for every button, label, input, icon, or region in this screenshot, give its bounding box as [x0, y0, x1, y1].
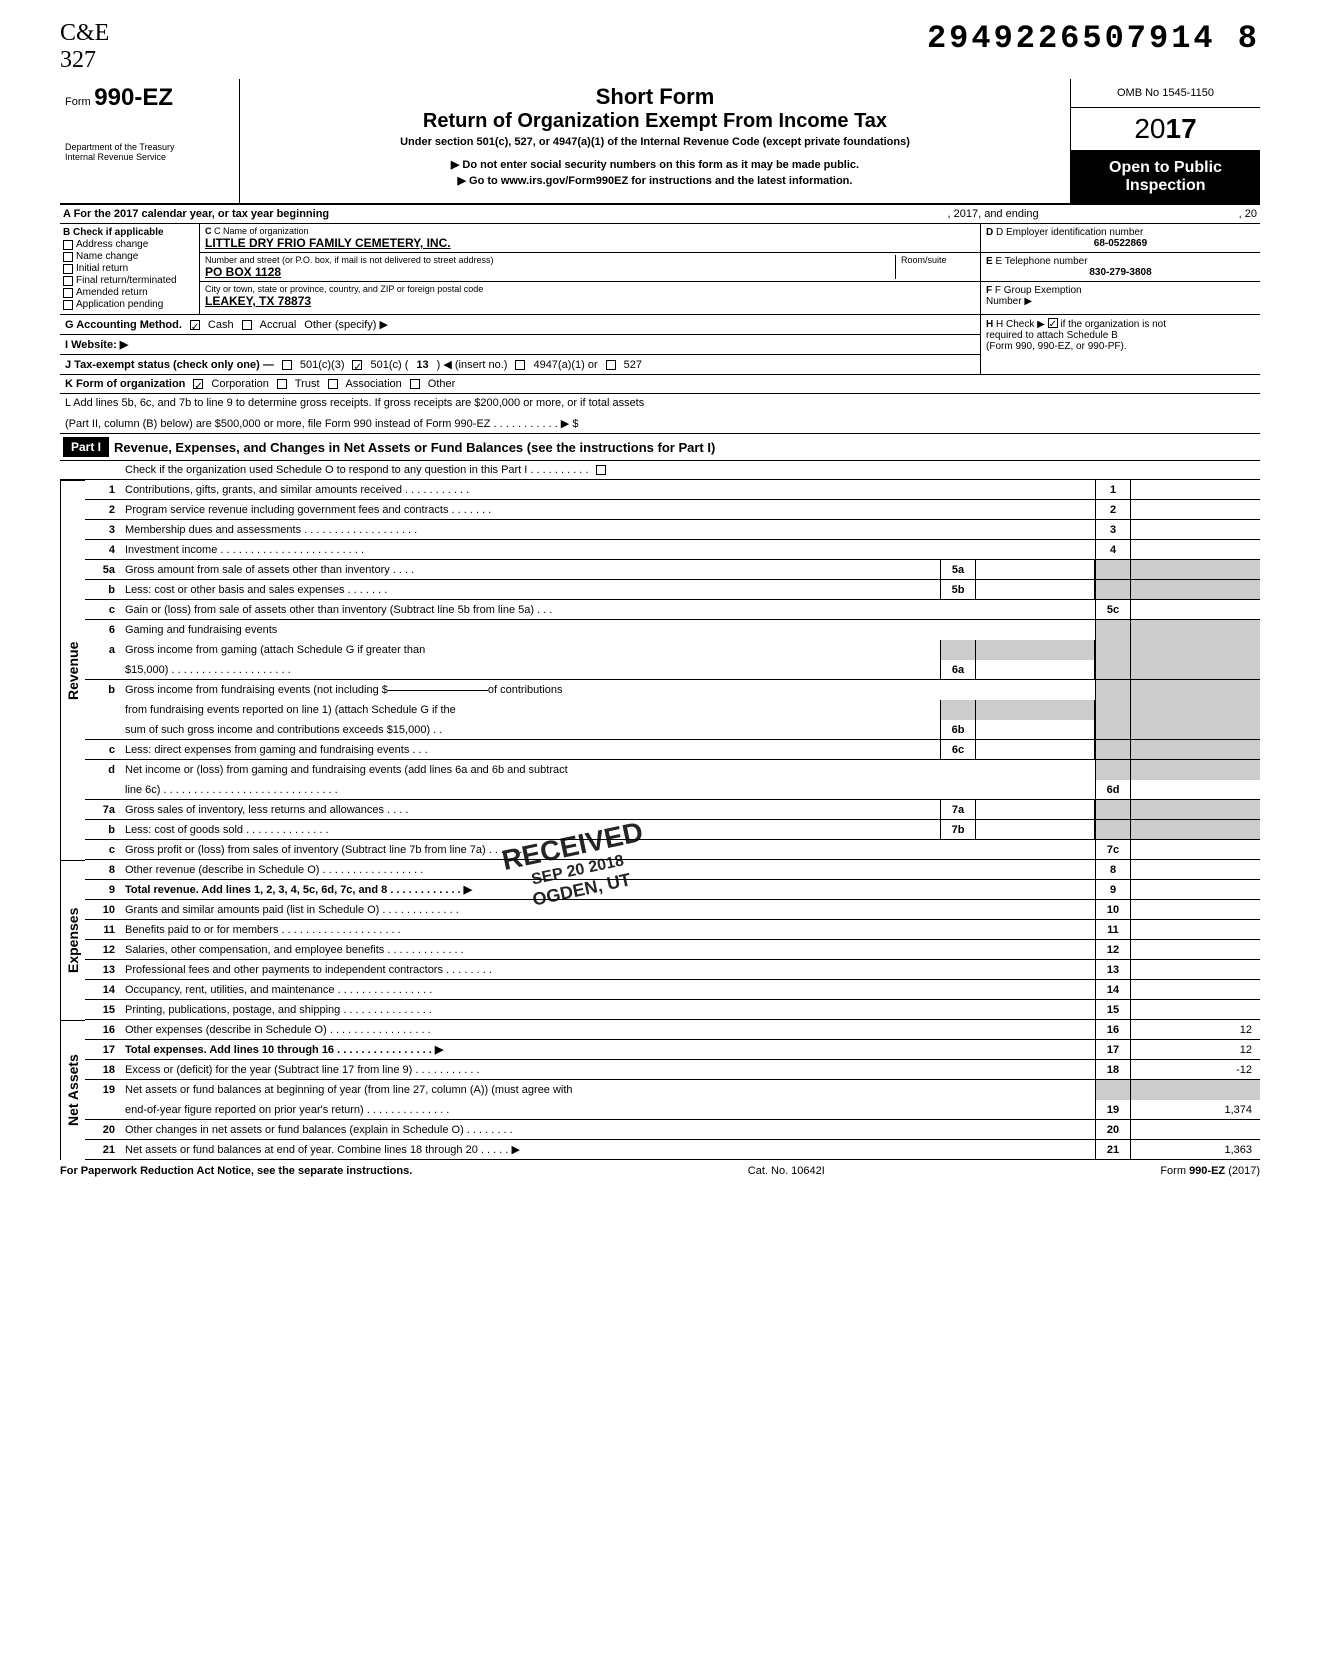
handwritten-note-1: C&E: [60, 20, 109, 47]
part-1-check: Check if the organization used Schedule …: [60, 461, 1260, 480]
form-title-box: Short Form Return of Organization Exempt…: [240, 79, 1070, 203]
checkbox-address-change[interactable]: [63, 240, 73, 250]
row-l-gross-receipts: L Add lines 5b, 6c, and 7b to line 9 to …: [60, 394, 1260, 434]
line-11: 11Benefits paid to or for members . . . …: [85, 920, 1260, 940]
checkbox-corporation[interactable]: [193, 379, 203, 389]
line-6b-2: from fundraising events reported on line…: [85, 700, 1260, 720]
line-3: 3Membership dues and assessments . . . .…: [85, 520, 1260, 540]
row-a-tax-year: A For the 2017 calendar year, or tax yea…: [60, 205, 1260, 224]
line-2: 2Program service revenue including gover…: [85, 500, 1260, 520]
line-6b-1: b Gross income from fundraising events (…: [85, 680, 1260, 700]
line-1: 1Contributions, gifts, grants, and simil…: [85, 480, 1260, 500]
checkbox-association[interactable]: [328, 379, 338, 389]
checkbox-accrual[interactable]: [242, 320, 252, 330]
line-6d-1: dNet income or (loss) from gaming and fu…: [85, 760, 1260, 780]
line-6b-3: sum of such gross income and contributio…: [85, 720, 1260, 740]
form-meta-box: OMB No 1545-1150 20201717 Open to Public…: [1070, 79, 1260, 203]
row-g-accounting: G Accounting Method. Cash Accrual Other …: [60, 315, 980, 335]
checkbox-501c[interactable]: [352, 360, 362, 370]
line-10: 10Grants and similar amounts paid (list …: [85, 900, 1260, 920]
checkbox-schedule-o[interactable]: [596, 465, 606, 475]
section-c-org-info: C C Name of organization LITTLE DRY FRIO…: [200, 224, 980, 314]
line-5b: bLess: cost or other basis and sales exp…: [85, 580, 1260, 600]
checkbox-4947[interactable]: [515, 360, 525, 370]
line-14: 14Occupancy, rent, utilities, and mainte…: [85, 980, 1260, 1000]
side-label-netassets: Net Assets: [60, 1020, 85, 1160]
checkbox-schedule-b[interactable]: [1048, 318, 1058, 328]
line-6c: cLess: direct expenses from gaming and f…: [85, 740, 1260, 760]
checkbox-trust[interactable]: [277, 379, 287, 389]
checkbox-501c3[interactable]: [282, 360, 292, 370]
document-id: 2949226507914 8: [927, 20, 1260, 57]
line-7a: 7aGross sales of inventory, less returns…: [85, 800, 1260, 820]
line-6a-1: aGross income from gaming (attach Schedu…: [85, 640, 1260, 660]
row-j-tax-status: J Tax-exempt status (check only one) — 5…: [60, 355, 980, 375]
line-5a: 5aGross amount from sale of assets other…: [85, 560, 1260, 580]
line-18: 18Excess or (deficit) for the year (Subt…: [85, 1060, 1260, 1080]
checkbox-application-pending[interactable]: [63, 300, 73, 310]
line-21: 21Net assets or fund balances at end of …: [85, 1140, 1260, 1160]
checkbox-initial-return[interactable]: [63, 264, 73, 274]
checkbox-amended[interactable]: [63, 288, 73, 298]
line-8: 8Other revenue (describe in Schedule O) …: [85, 860, 1260, 880]
line-19b: end-of-year figure reported on prior yea…: [85, 1100, 1260, 1120]
line-5c: cGain or (loss) from sale of assets othe…: [85, 600, 1260, 620]
line-15: 15Printing, publications, postage, and s…: [85, 1000, 1260, 1020]
part-1-header: Part I Revenue, Expenses, and Changes in…: [60, 434, 1260, 461]
section-de-ids: D D Employer identification number 68-05…: [980, 224, 1260, 314]
line-19a: 19Net assets or fund balances at beginni…: [85, 1080, 1260, 1100]
checkbox-527[interactable]: [606, 360, 616, 370]
checkbox-cash[interactable]: [190, 320, 200, 330]
line-7b: bLess: cost of goods sold . . . . . . . …: [85, 820, 1260, 840]
line-6a-2: $15,000) . . . . . . . . . . . . . . . .…: [85, 660, 1260, 680]
line-6d-2: line 6c) . . . . . . . . . . . . . . . .…: [85, 780, 1260, 800]
line-9: 9Total revenue. Add lines 1, 2, 3, 4, 5c…: [85, 880, 1260, 900]
handwritten-note-2: 327: [60, 47, 109, 74]
side-label-expenses: Expenses: [60, 860, 85, 1020]
line-12: 12Salaries, other compensation, and empl…: [85, 940, 1260, 960]
checkbox-name-change[interactable]: [63, 252, 73, 262]
row-h-schedule-b: H H Check ▶ if the organization is not r…: [980, 315, 1260, 375]
row-i-website: I Website: ▶: [60, 335, 980, 355]
line-16: 16Other expenses (describe in Schedule O…: [85, 1020, 1260, 1040]
line-7c: cGross profit or (loss) from sales of in…: [85, 840, 1260, 860]
line-20: 20Other changes in net assets or fund ba…: [85, 1120, 1260, 1140]
form-identifier-box: Form 990-EZ Department of the Treasury I…: [60, 79, 240, 203]
page-footer: For Paperwork Reduction Act Notice, see …: [60, 1160, 1260, 1182]
line-13: 13Professional fees and other payments t…: [85, 960, 1260, 980]
section-b-checkboxes: B Check if applicable Address change Nam…: [60, 224, 200, 314]
line-17: 17Total expenses. Add lines 10 through 1…: [85, 1040, 1260, 1060]
checkbox-other-org[interactable]: [410, 379, 420, 389]
row-k-form-org: K Form of organization Corporation Trust…: [60, 375, 1260, 394]
side-label-revenue: Revenue: [60, 480, 85, 860]
line-4: 4Investment income . . . . . . . . . . .…: [85, 540, 1260, 560]
checkbox-final-return[interactable]: [63, 276, 73, 286]
line-6: 6Gaming and fundraising events: [85, 620, 1260, 640]
